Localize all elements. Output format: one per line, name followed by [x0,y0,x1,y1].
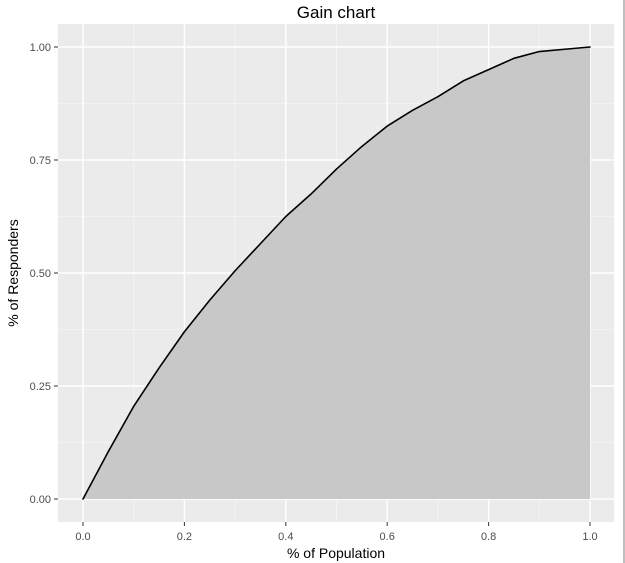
y-axis-ticks: 0.00 0.25 0.50 0.75 1.00 [30,42,58,506]
x-tick-label: 0.8 [481,531,496,543]
x-tick-label: 0.2 [177,531,192,543]
y-tick-label: 1.00 [30,42,51,54]
y-tick-label: 0.50 [30,268,51,280]
x-axis-title: % of Population [287,545,385,561]
x-tick-label: 1.0 [582,531,597,543]
chart-title: Gain chart [297,3,376,22]
window-right-border [623,0,625,563]
x-tick-label: 0.6 [380,531,395,543]
y-tick-label: 0.75 [30,155,51,167]
x-tick-label: 0.0 [75,531,90,543]
gain-line [82,46,591,500]
gain-area [83,47,590,499]
y-axis-title: % of Responders [5,219,21,326]
y-tick-label: 0.25 [30,381,51,393]
x-axis-ticks: 0.0 0.2 0.4 0.6 0.8 1.0 [75,522,598,543]
x-tick-label: 0.4 [278,531,293,543]
y-tick-label: 0.00 [30,494,51,506]
